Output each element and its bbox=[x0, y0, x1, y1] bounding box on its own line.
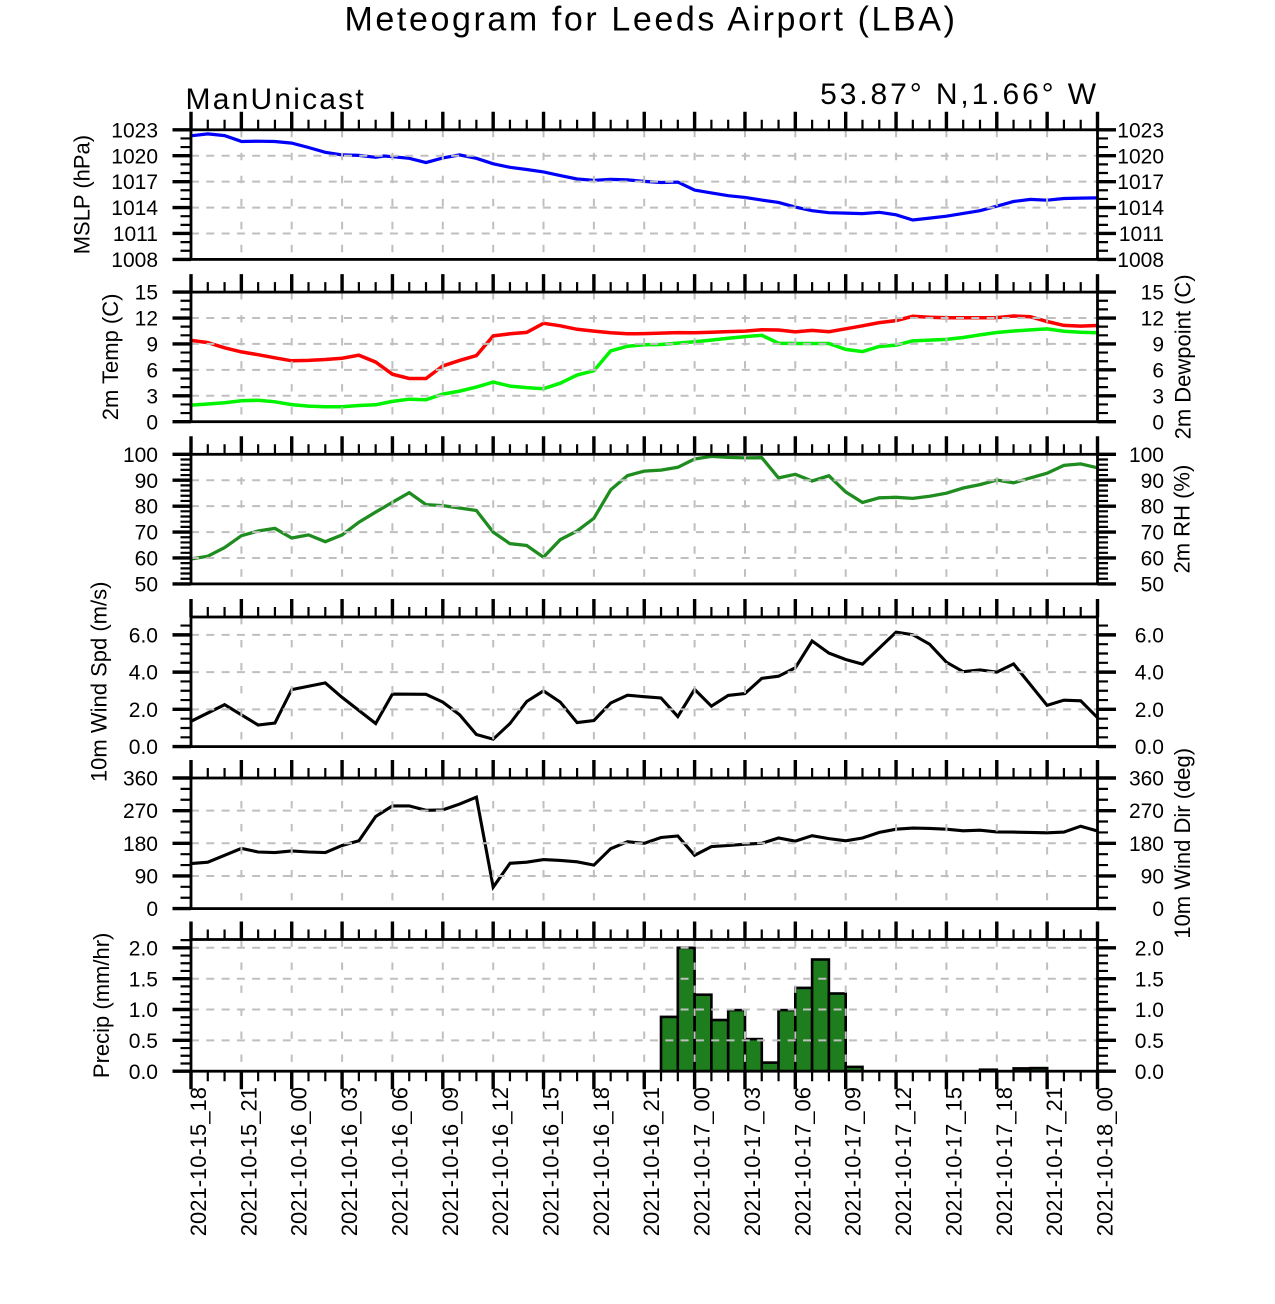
svg-text:3: 3 bbox=[146, 385, 158, 408]
svg-text:80: 80 bbox=[135, 496, 158, 519]
svg-text:0.0: 0.0 bbox=[1135, 736, 1164, 759]
svg-text:2021-10-16_21: 2021-10-16_21 bbox=[639, 1087, 664, 1236]
svg-text:15: 15 bbox=[135, 282, 158, 305]
svg-text:0: 0 bbox=[146, 411, 158, 434]
svg-text:1.5: 1.5 bbox=[1135, 968, 1164, 991]
svg-text:360: 360 bbox=[123, 768, 158, 791]
svg-text:6: 6 bbox=[146, 360, 158, 383]
svg-text:2021-10-17_21: 2021-10-17_21 bbox=[1042, 1087, 1067, 1236]
svg-text:0: 0 bbox=[146, 898, 158, 921]
svg-text:2021-10-17_18: 2021-10-17_18 bbox=[992, 1087, 1017, 1236]
svg-text:1011: 1011 bbox=[113, 223, 158, 246]
svg-text:180: 180 bbox=[1129, 833, 1164, 856]
svg-text:50: 50 bbox=[135, 574, 158, 597]
svg-text:2021-10-15_18: 2021-10-15_18 bbox=[186, 1087, 211, 1236]
svg-text:9: 9 bbox=[1152, 334, 1164, 357]
svg-text:2021-10-15_21: 2021-10-15_21 bbox=[236, 1087, 261, 1236]
svg-text:1011: 1011 bbox=[1119, 223, 1164, 246]
svg-text:90: 90 bbox=[1141, 866, 1164, 889]
svg-text:10m Wind Spd (m/s): 10m Wind Spd (m/s) bbox=[86, 582, 111, 783]
svg-text:2021-10-17_06: 2021-10-17_06 bbox=[790, 1087, 815, 1236]
svg-text:100: 100 bbox=[1129, 444, 1164, 467]
svg-text:2.0: 2.0 bbox=[129, 937, 158, 960]
svg-text:53.87° N,1.66° W: 53.87° N,1.66° W bbox=[820, 78, 1099, 111]
svg-text:2021-10-16_03: 2021-10-16_03 bbox=[337, 1087, 362, 1236]
svg-text:0: 0 bbox=[1152, 411, 1164, 434]
svg-text:50: 50 bbox=[1141, 574, 1164, 597]
svg-text:1008: 1008 bbox=[1117, 249, 1164, 272]
svg-text:180: 180 bbox=[123, 833, 158, 856]
svg-text:3: 3 bbox=[1152, 385, 1164, 408]
svg-text:2021-10-16_00: 2021-10-16_00 bbox=[287, 1087, 312, 1236]
svg-text:6.0: 6.0 bbox=[1135, 625, 1164, 648]
svg-text:70: 70 bbox=[135, 522, 158, 545]
svg-text:4.0: 4.0 bbox=[129, 662, 158, 685]
svg-text:MSLP (hPa): MSLP (hPa) bbox=[70, 135, 95, 254]
svg-text:2021-10-16_18: 2021-10-16_18 bbox=[589, 1087, 614, 1236]
svg-text:0.0: 0.0 bbox=[129, 736, 158, 759]
svg-text:2m Temp (C): 2m Temp (C) bbox=[98, 294, 123, 421]
svg-text:60: 60 bbox=[135, 548, 158, 571]
svg-text:6: 6 bbox=[1152, 360, 1164, 383]
svg-text:1023: 1023 bbox=[111, 119, 158, 142]
svg-text:0.5: 0.5 bbox=[1135, 1030, 1164, 1053]
svg-text:2021-10-17_03: 2021-10-17_03 bbox=[740, 1087, 765, 1236]
svg-text:100: 100 bbox=[123, 444, 158, 467]
svg-text:2.0: 2.0 bbox=[1135, 699, 1164, 722]
svg-text:10m Wind Dir (deg): 10m Wind Dir (deg) bbox=[1170, 748, 1195, 939]
svg-text:1.5: 1.5 bbox=[129, 968, 158, 991]
svg-text:12: 12 bbox=[1141, 308, 1164, 331]
svg-text:2021-10-17_09: 2021-10-17_09 bbox=[841, 1087, 866, 1236]
svg-text:Meteogram for Leeds Airport (L: Meteogram for Leeds Airport (LBA) bbox=[344, 1, 957, 39]
svg-text:1017: 1017 bbox=[1117, 171, 1164, 194]
svg-text:15: 15 bbox=[1141, 282, 1164, 305]
svg-text:1017: 1017 bbox=[111, 171, 158, 194]
svg-text:ManUnicast: ManUnicast bbox=[186, 83, 366, 116]
svg-text:12: 12 bbox=[135, 308, 158, 331]
svg-text:2m Dewpoint (C): 2m Dewpoint (C) bbox=[1171, 274, 1196, 439]
svg-text:0.5: 0.5 bbox=[129, 1030, 158, 1053]
svg-text:2021-10-16_15: 2021-10-16_15 bbox=[539, 1087, 564, 1236]
svg-text:1.0: 1.0 bbox=[129, 999, 158, 1022]
svg-text:2021-10-17_15: 2021-10-17_15 bbox=[941, 1087, 966, 1236]
svg-text:4.0: 4.0 bbox=[1135, 662, 1164, 685]
svg-text:90: 90 bbox=[135, 866, 158, 889]
svg-text:0.0: 0.0 bbox=[1135, 1061, 1164, 1084]
svg-text:70: 70 bbox=[1141, 522, 1164, 545]
svg-text:1014: 1014 bbox=[1117, 197, 1164, 220]
svg-text:90: 90 bbox=[135, 470, 158, 493]
svg-text:2021-10-18_00: 2021-10-18_00 bbox=[1093, 1087, 1118, 1236]
svg-text:2021-10-16_06: 2021-10-16_06 bbox=[387, 1087, 412, 1236]
svg-text:1020: 1020 bbox=[1117, 145, 1164, 168]
svg-text:2021-10-16_09: 2021-10-16_09 bbox=[438, 1087, 463, 1236]
svg-text:270: 270 bbox=[123, 800, 158, 823]
svg-text:90: 90 bbox=[1141, 470, 1164, 493]
svg-text:1.0: 1.0 bbox=[1135, 999, 1164, 1022]
svg-text:6.0: 6.0 bbox=[129, 625, 158, 648]
svg-text:0.0: 0.0 bbox=[129, 1061, 158, 1084]
svg-text:2.0: 2.0 bbox=[1135, 937, 1164, 960]
svg-text:270: 270 bbox=[1129, 800, 1164, 823]
svg-text:0: 0 bbox=[1152, 898, 1164, 921]
svg-text:2021-10-16_12: 2021-10-16_12 bbox=[488, 1087, 513, 1236]
svg-text:1014: 1014 bbox=[111, 197, 158, 220]
svg-text:2m RH (%): 2m RH (%) bbox=[1169, 465, 1194, 574]
svg-text:60: 60 bbox=[1141, 548, 1164, 571]
svg-text:1008: 1008 bbox=[111, 249, 158, 272]
svg-text:2021-10-17_12: 2021-10-17_12 bbox=[891, 1087, 916, 1236]
svg-text:Precip (mm/hr): Precip (mm/hr) bbox=[89, 933, 114, 1078]
svg-text:9: 9 bbox=[146, 334, 158, 357]
svg-text:1020: 1020 bbox=[111, 145, 158, 168]
svg-text:360: 360 bbox=[1129, 768, 1164, 791]
svg-text:1023: 1023 bbox=[1117, 119, 1164, 142]
svg-text:80: 80 bbox=[1141, 496, 1164, 519]
svg-text:2021-10-17_00: 2021-10-17_00 bbox=[690, 1087, 715, 1236]
svg-text:2.0: 2.0 bbox=[129, 699, 158, 722]
